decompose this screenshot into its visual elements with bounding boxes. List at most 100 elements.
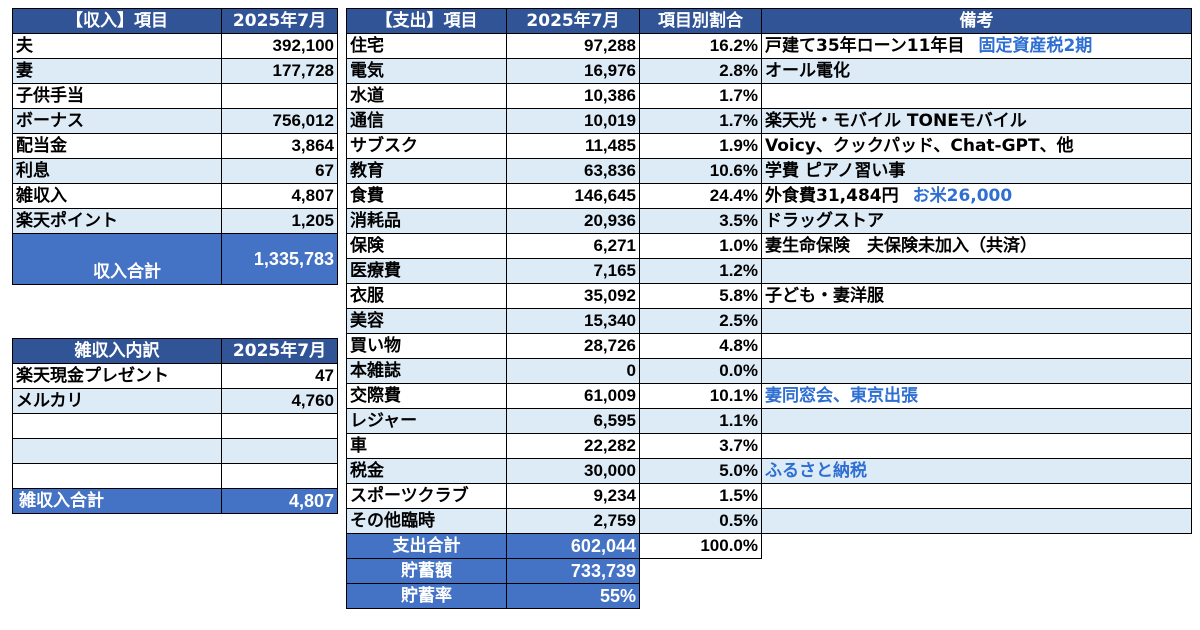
expense-value-cell[interactable]: 0: [506, 358, 640, 384]
expense-item-cell[interactable]: 教育: [346, 158, 507, 184]
expense-value-cell[interactable]: 63,836: [506, 158, 640, 184]
expense-note-cell[interactable]: [761, 258, 1192, 284]
expense-ratio-cell[interactable]: 1.5%: [639, 483, 762, 509]
expense-item-cell[interactable]: 医療費: [346, 258, 507, 284]
income-item-cell[interactable]: 子供手当: [12, 83, 222, 109]
expense-item-cell[interactable]: 買い物: [346, 333, 507, 359]
income-item-cell[interactable]: 夫: [12, 33, 222, 59]
expense-note-cell[interactable]: [761, 408, 1192, 434]
expense-value-cell[interactable]: 15,340: [506, 308, 640, 334]
savings-label[interactable]: 貯蓄額: [346, 558, 507, 584]
expense-ratio-cell[interactable]: 1.7%: [639, 83, 762, 109]
expense-ratio-cell[interactable]: 0.0%: [639, 358, 762, 384]
expense-item-cell[interactable]: 交際費: [346, 383, 507, 409]
misc-income-value-cell[interactable]: 47: [221, 363, 338, 389]
misc-income-item-cell[interactable]: [12, 438, 222, 464]
expense-note-cell[interactable]: [761, 83, 1192, 109]
income-value-cell[interactable]: 67: [221, 158, 338, 184]
expense-ratio-cell[interactable]: 3.7%: [639, 433, 762, 459]
expense-value-cell[interactable]: 146,645: [506, 183, 640, 209]
expense-note-cell[interactable]: 妻生命保険 夫保険未加入（共済）: [761, 233, 1192, 259]
expense-value-cell[interactable]: 61,009: [506, 383, 640, 409]
income-item-cell[interactable]: ボーナス: [12, 108, 222, 134]
expense-item-cell[interactable]: サブスク: [346, 133, 507, 159]
expense-note-cell[interactable]: [761, 358, 1192, 384]
income-header-month[interactable]: 2025年7月: [221, 8, 338, 34]
expense-ratio-cell[interactable]: 1.9%: [639, 133, 762, 159]
expense-item-cell[interactable]: 税金: [346, 458, 507, 484]
savings-rate-label[interactable]: 貯蓄率: [346, 583, 507, 609]
income-value-cell[interactable]: 1,205: [221, 208, 338, 234]
expense-note-cell[interactable]: [761, 308, 1192, 334]
misc-income-header-month[interactable]: 2025年7月: [221, 338, 338, 364]
expense-ratio-cell[interactable]: 10.6%: [639, 158, 762, 184]
expense-note-cell[interactable]: オール電化: [761, 58, 1192, 84]
income-item-cell[interactable]: 配当金: [12, 133, 222, 159]
income-value-cell[interactable]: 4,807: [221, 183, 338, 209]
expense-item-cell[interactable]: その他臨時: [346, 508, 507, 534]
expense-value-cell[interactable]: 11,485: [506, 133, 640, 159]
expense-ratio-cell[interactable]: 2.5%: [639, 308, 762, 334]
expense-value-cell[interactable]: 35,092: [506, 283, 640, 309]
expense-value-cell[interactable]: 20,936: [506, 208, 640, 234]
expense-item-cell[interactable]: 車: [346, 433, 507, 459]
income-value-cell[interactable]: 3,864: [221, 133, 338, 159]
misc-income-item-cell[interactable]: メルカリ: [12, 388, 222, 414]
expense-ratio-cell[interactable]: 16.2%: [639, 33, 762, 59]
expense-ratio-cell[interactable]: 2.8%: [639, 58, 762, 84]
expense-note-cell[interactable]: ふるさと納税: [761, 458, 1192, 484]
expense-note-cell[interactable]: [761, 433, 1192, 459]
expense-item-cell[interactable]: 通信: [346, 108, 507, 134]
expense-note-cell[interactable]: [761, 333, 1192, 359]
expense-header-note[interactable]: 備考: [761, 8, 1192, 34]
expense-item-cell[interactable]: 保険: [346, 233, 507, 259]
expense-ratio-cell[interactable]: 4.8%: [639, 333, 762, 359]
expense-item-cell[interactable]: 食費: [346, 183, 507, 209]
expense-note-cell[interactable]: 妻同窓会、東京出張: [761, 383, 1192, 409]
expense-ratio-cell[interactable]: 0.5%: [639, 508, 762, 534]
expense-note-cell[interactable]: [761, 508, 1192, 534]
misc-income-item-cell[interactable]: 楽天現金プレゼント: [12, 363, 222, 389]
expense-header-ratio[interactable]: 項目別割合: [639, 8, 762, 34]
expense-value-cell[interactable]: 28,726: [506, 333, 640, 359]
expense-note-cell[interactable]: 楽天光・モバイル TONEモバイル: [761, 108, 1192, 134]
misc-income-item-cell[interactable]: [12, 413, 222, 439]
expense-value-cell[interactable]: 10,386: [506, 83, 640, 109]
misc-income-total-label[interactable]: 雑収入合計: [12, 488, 222, 514]
expense-value-cell[interactable]: 22,282: [506, 433, 640, 459]
expense-note-cell[interactable]: 子ども・妻洋服: [761, 283, 1192, 309]
income-item-cell[interactable]: 楽天ポイント: [12, 208, 222, 234]
income-item-cell[interactable]: 妻: [12, 58, 222, 84]
income-value-cell[interactable]: 392,100: [221, 33, 338, 59]
expense-item-cell[interactable]: 消耗品: [346, 208, 507, 234]
expense-ratio-cell[interactable]: 1.7%: [639, 108, 762, 134]
expense-note-cell[interactable]: [761, 483, 1192, 509]
savings-value[interactable]: 733,739: [506, 558, 640, 584]
misc-income-value-cell[interactable]: [221, 413, 338, 439]
expense-ratio-cell[interactable]: 5.8%: [639, 283, 762, 309]
income-header-item[interactable]: 【収入】項目: [12, 8, 222, 34]
expense-value-cell[interactable]: 9,234: [506, 483, 640, 509]
expense-ratio-cell[interactable]: 24.4%: [639, 183, 762, 209]
misc-income-value-cell[interactable]: [221, 438, 338, 464]
expense-item-cell[interactable]: 電気: [346, 58, 507, 84]
expense-item-cell[interactable]: 住宅: [346, 33, 507, 59]
expense-item-cell[interactable]: 衣服: [346, 283, 507, 309]
expense-item-cell[interactable]: スポーツクラブ: [346, 483, 507, 509]
expense-value-cell[interactable]: 7,165: [506, 258, 640, 284]
expense-note-cell[interactable]: Voicy、クックパッド、Chat-GPT、他: [761, 133, 1192, 159]
income-total-label[interactable]: 収入合計: [12, 233, 222, 285]
expense-ratio-cell[interactable]: 1.1%: [639, 408, 762, 434]
expense-value-cell[interactable]: 16,976: [506, 58, 640, 84]
misc-income-header-item[interactable]: 雑収入内訳: [12, 338, 222, 364]
income-value-cell[interactable]: 177,728: [221, 58, 338, 84]
expense-note-cell[interactable]: 学費 ピアノ習い事: [761, 158, 1192, 184]
income-item-cell[interactable]: 雑収入: [12, 183, 222, 209]
expense-header-month[interactable]: 2025年7月: [506, 8, 640, 34]
expense-value-cell[interactable]: 97,288: [506, 33, 640, 59]
expense-ratio-cell[interactable]: 5.0%: [639, 458, 762, 484]
misc-income-value-cell[interactable]: [221, 463, 338, 489]
expense-total-ratio[interactable]: 100.0%: [639, 533, 762, 559]
expense-item-cell[interactable]: 美容: [346, 308, 507, 334]
income-value-cell[interactable]: [221, 83, 338, 109]
